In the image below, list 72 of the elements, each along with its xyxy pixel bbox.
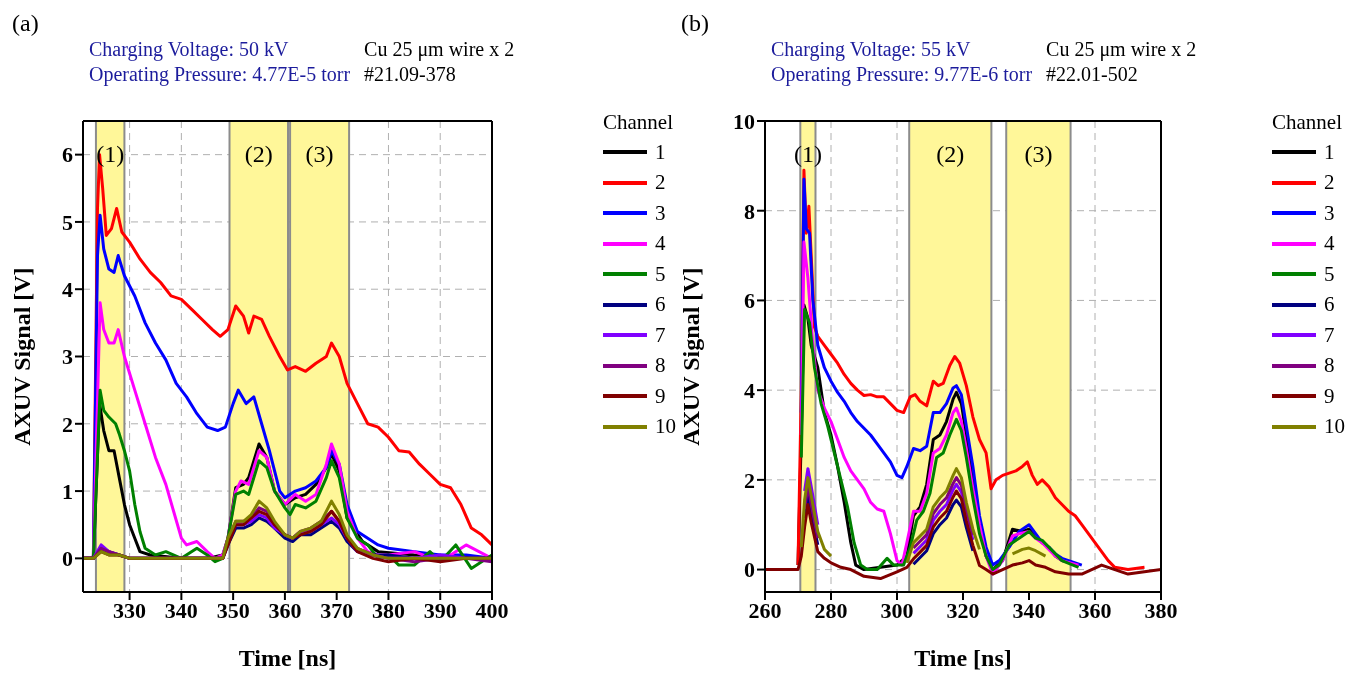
x-tick-label: 370 — [320, 597, 354, 623]
annotation: (3) — [305, 141, 334, 168]
legend-label: 9 — [655, 383, 666, 409]
line-series — [83, 499, 492, 560]
text: Cu 25 μm wire x 2 — [364, 38, 515, 61]
x-tick-label: 260 — [748, 597, 782, 623]
y-tick-label: 8 — [744, 198, 755, 224]
y-tick-label: 5 — [62, 209, 73, 235]
legend-label: 6 — [655, 292, 666, 318]
x-tick-label: 380 — [371, 597, 405, 623]
line-series — [765, 489, 1161, 581]
x-tick-label: 350 — [216, 597, 250, 623]
x-tick-label: 380 — [1144, 597, 1178, 623]
text: Operating Pressure: 4.77E-5 torr — [89, 63, 351, 86]
text: Operating Pressure: 9.77E-6 torr — [771, 63, 1033, 86]
annotation: (2) — [936, 141, 965, 168]
legend-label: 5 — [1324, 261, 1335, 287]
x-axis-title: Time [ns] — [238, 645, 337, 671]
y-tick-label: 4 — [62, 277, 73, 303]
y-tick-label: 0 — [744, 557, 755, 583]
legend-label: 3 — [655, 200, 666, 226]
x-tick-label: 340 — [1012, 597, 1046, 623]
y-tick-label: 1 — [62, 478, 73, 504]
x-tick-label: 330 — [113, 597, 147, 623]
y-tick-label: 6 — [744, 288, 755, 314]
legend-label: 4 — [1324, 231, 1335, 257]
legend-title: Channel — [1272, 110, 1343, 135]
legend-label: 2 — [655, 170, 666, 196]
annotation: (1) — [793, 141, 822, 168]
annotation: (1) — [96, 141, 125, 168]
legend-label: 9 — [1324, 383, 1335, 409]
legend-label: 3 — [1324, 200, 1335, 226]
annotation: (2) — [244, 141, 273, 168]
y-tick-label: 2 — [744, 467, 755, 493]
y-tick-label: 6 — [62, 142, 73, 168]
text: Charging Voltage: 55 kV — [771, 38, 972, 61]
legend-label: 1 — [655, 139, 666, 165]
x-tick-label: 400 — [475, 597, 509, 623]
y-tick-label: 0 — [62, 546, 73, 572]
x-tick-label: 280 — [814, 597, 848, 623]
legend-label: 7 — [655, 322, 666, 348]
legend-label: 7 — [1324, 322, 1335, 348]
legend-label: 1 — [1324, 139, 1335, 165]
y-axis-title: AXUV Signal [V] — [678, 267, 704, 446]
y-tick-label: 3 — [62, 344, 73, 370]
legend-label: 10 — [655, 414, 676, 440]
x-tick-label: 340 — [164, 597, 198, 623]
legend-title: Channel — [603, 110, 674, 135]
y-tick-label: 2 — [62, 411, 73, 437]
text: #22.01-502 — [1046, 63, 1139, 86]
legend-label: 10 — [1324, 414, 1345, 440]
legend-label: 2 — [1324, 170, 1335, 196]
x-tick-label: 320 — [946, 597, 980, 623]
x-axis-title: Time [ns] — [914, 645, 1012, 671]
chart-title: (a) — [12, 10, 39, 37]
legend-label: 8 — [655, 353, 666, 379]
chart-title: (b) — [681, 10, 709, 37]
x-tick-label: 300 — [880, 597, 914, 623]
y-tick-label: 10 — [733, 108, 755, 134]
legend-label: 6 — [1324, 292, 1335, 318]
x-tick-label: 390 — [423, 597, 457, 623]
x-tick-label: 360 — [1078, 597, 1112, 623]
legend-label: 4 — [655, 231, 666, 257]
y-tick-label: 4 — [744, 377, 755, 403]
x-tick-label: 360 — [268, 597, 302, 623]
text: #21.09-378 — [364, 63, 457, 86]
annotation: (3) — [1024, 141, 1053, 168]
legend-label: 5 — [655, 261, 666, 287]
legend-label: 8 — [1324, 353, 1335, 379]
y-axis-title: AXUV Signal [V] — [9, 267, 35, 446]
text: Cu 25 μm wire x 2 — [1046, 38, 1197, 61]
text: Charging Voltage: 50 kV — [89, 38, 290, 61]
